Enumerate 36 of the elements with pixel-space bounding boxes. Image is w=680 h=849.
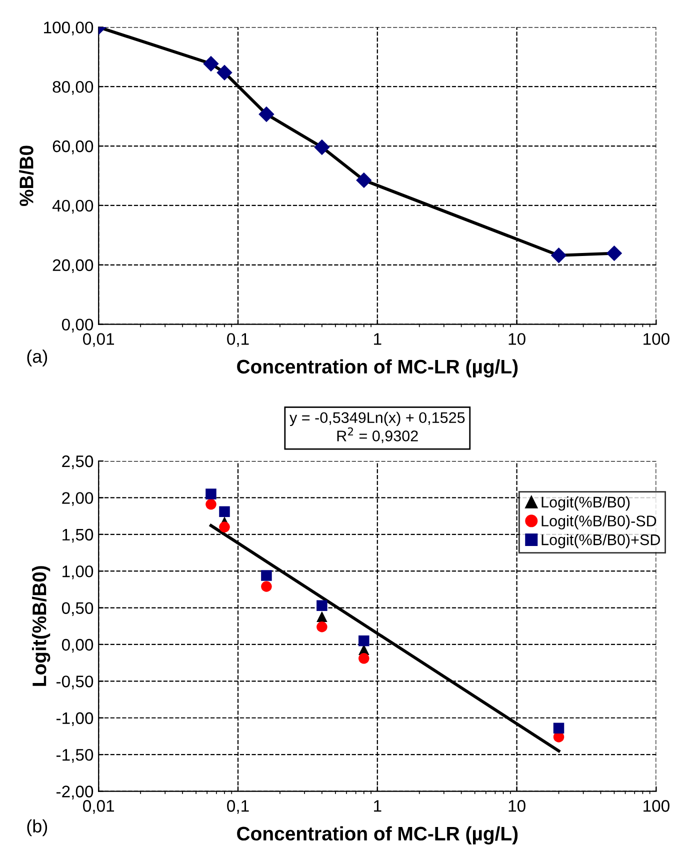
x-tick-label: 0,1 bbox=[227, 333, 249, 347]
y-tick-label: 80,00 bbox=[52, 81, 94, 95]
text: (a) bbox=[27, 350, 48, 366]
x-tick-label: 0,01 bbox=[83, 800, 114, 814]
x-tick-label: 100 bbox=[644, 333, 670, 345]
y-axis-title: Logit(%B/B0) bbox=[32, 566, 50, 686]
x-tick-label: 1 bbox=[374, 800, 382, 812]
x-tick-label: 0,1 bbox=[227, 800, 249, 814]
text: y = -0,5349Ln(x) + 0,1525 R$^{2}$ = 0,9302 bbox=[290, 412, 465, 444]
text: (b) bbox=[27, 819, 48, 836]
x-axis-title: Concentration of MC-LR (µg/L) bbox=[237, 826, 518, 844]
y-tick-label: 20,00 bbox=[52, 259, 94, 274]
x-tick-label: 1 bbox=[374, 333, 382, 345]
y-axis-title: %B/B0 bbox=[19, 146, 34, 206]
x-axis-title: Concentration of MC-LR (µg/L) bbox=[237, 359, 518, 378]
legend-label: Logit(%B/B0) bbox=[542, 496, 630, 511]
y-tick-label: 1,00 bbox=[62, 565, 94, 580]
x-tick-label: 10 bbox=[508, 800, 526, 812]
y-tick-label: -2,00 bbox=[56, 786, 94, 800]
legend-label: Logit(%B/B0)+SD bbox=[542, 534, 660, 548]
y-tick-label: 100,00 bbox=[44, 22, 94, 36]
y-tick-label: 1,50 bbox=[62, 528, 94, 543]
y-tick-label: 60,00 bbox=[52, 140, 94, 154]
y-tick-label: -1,50 bbox=[56, 748, 94, 763]
y-tick-label: 0,50 bbox=[62, 602, 94, 616]
x-tick-label: 100 bbox=[644, 800, 670, 812]
y-tick-label: -0,50 bbox=[56, 676, 94, 690]
x-tick-label: 0,01 bbox=[83, 333, 114, 347]
y-tick-label: 0,00 bbox=[62, 318, 94, 332]
y-tick-label: -1,00 bbox=[56, 712, 94, 726]
y-tick-label: 2,50 bbox=[62, 455, 94, 470]
y-tick-label: 0,00 bbox=[62, 638, 94, 653]
x-tick-label: 10 bbox=[508, 333, 526, 345]
y-tick-label: 2,00 bbox=[62, 492, 94, 506]
legend-label: Logit(%B/B0)-SD bbox=[542, 515, 656, 530]
y-tick-label: 40,00 bbox=[52, 200, 94, 214]
